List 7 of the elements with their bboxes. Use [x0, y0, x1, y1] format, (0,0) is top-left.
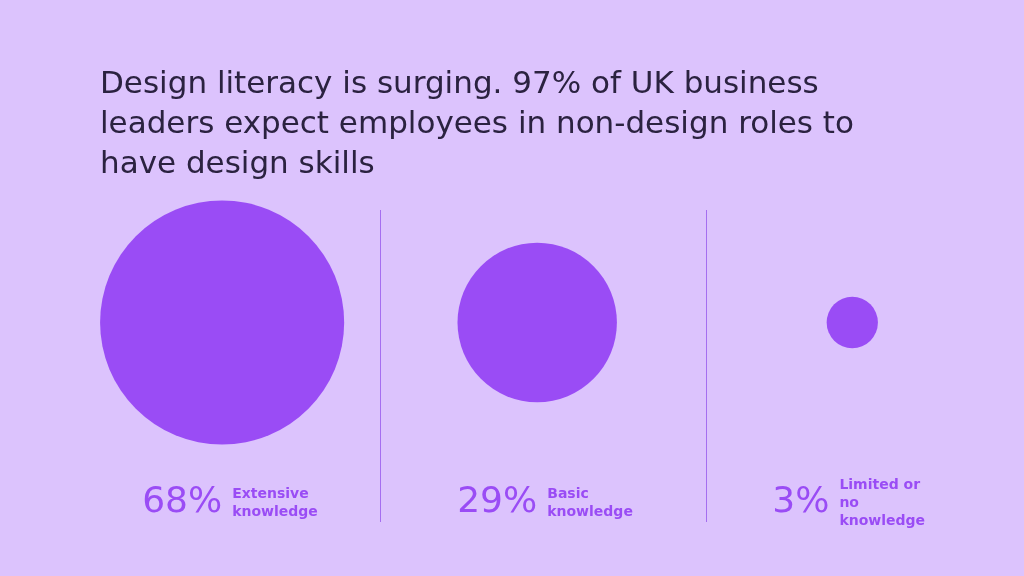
data-label: 3%	[772, 479, 830, 521]
category-label: Basic knowledge	[547, 484, 633, 519]
category-label: Limited or no knowledge	[839, 475, 926, 528]
data-label: 68%	[142, 479, 223, 521]
text: Design literacy is surging. 97% of UK business leaders expect employees in non-design roles to have design skills	[100, 63, 855, 182]
category-label: Extensive knowledge	[232, 484, 318, 519]
data-label: 29%	[457, 479, 538, 521]
